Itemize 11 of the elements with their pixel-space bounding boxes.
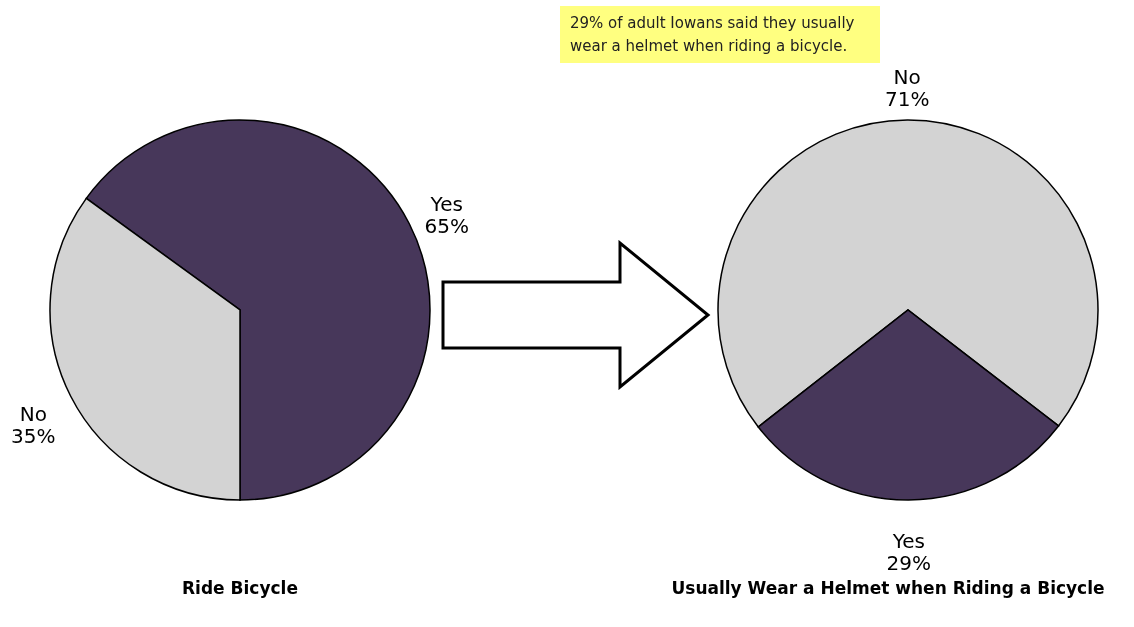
- data-label: 71%: [884, 87, 930, 111]
- slice-label: Yes: [429, 191, 463, 216]
- slice-label: No: [893, 65, 921, 89]
- text: 29% of adult Iowans said they usually wear a helmet when riding a bicycle.: [560, 6, 880, 63]
- slice-label: No: [19, 402, 47, 427]
- data-label: 35%: [11, 424, 56, 449]
- data-label: 29%: [886, 551, 932, 575]
- text: Ride Bicycle: [181, 578, 299, 598]
- slice-label: Yes: [891, 529, 925, 553]
- text: Usually Wear a Helmet when Riding a Bicycle: [670, 578, 1106, 598]
- data-label: 65%: [424, 213, 469, 238]
